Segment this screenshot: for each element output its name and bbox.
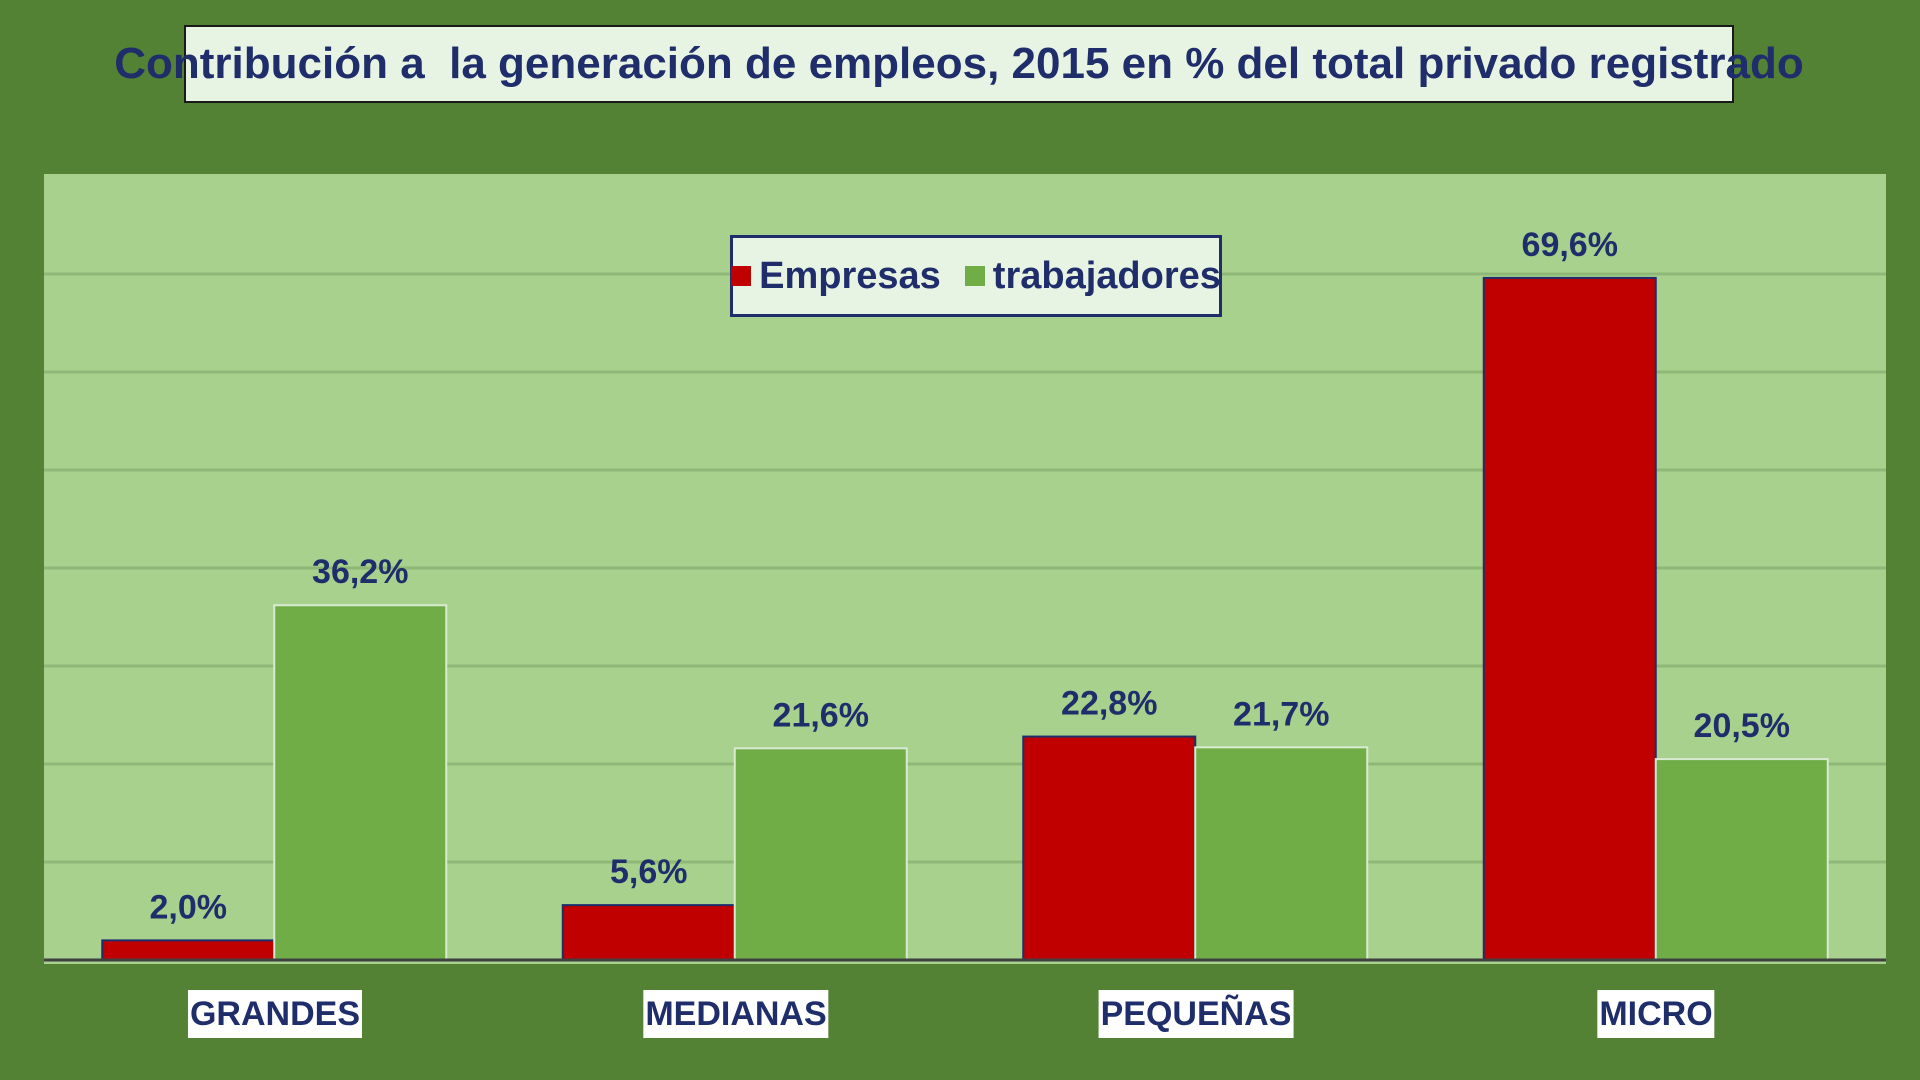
bar-empresas-pequenas (1022, 735, 1197, 961)
legend-item-trabajadores: trabajadores (964, 254, 1221, 298)
category-label-pequenas: PEQUEÑAS (1098, 990, 1294, 1038)
chart-title-box: Contribución a la generación de empleos,… (114, 25, 1804, 103)
bar-empresas-micro (1482, 276, 1657, 962)
category-label-micro: MICRO (1597, 990, 1715, 1038)
bar-trabajadores-micro (1654, 758, 1829, 961)
legend-label-trabajadores: trabajadores (992, 254, 1221, 297)
legend-label-empresas: Empresas (759, 254, 941, 297)
bar-empresas-grandes (101, 939, 276, 962)
legend-swatch-empresas (731, 266, 752, 286)
data-label-empresas-pequenas: 22,8% (1061, 685, 1157, 723)
legend: Empresas trabajadores (730, 235, 1222, 317)
data-label-trabajadores-micro: 20,5% (1694, 707, 1790, 745)
category-label-medianas: MEDIANAS (643, 990, 829, 1038)
legend-swatch-trabajadores (964, 266, 985, 286)
data-label-empresas-medianas: 5,6% (610, 853, 688, 891)
bar-trabajadores-pequenas (1194, 746, 1369, 962)
chart-title: Contribución a la generación de empleos,… (114, 39, 1804, 88)
data-label-trabajadores-grandes: 36,2% (312, 553, 408, 591)
bar-trabajadores-grandes (273, 604, 448, 961)
bar-trabajadores-medianas (733, 747, 908, 961)
category-label-grandes: GRANDES (187, 990, 363, 1038)
data-label-trabajadores-medianas: 21,6% (773, 696, 869, 734)
legend-item-empresas: Empresas (731, 255, 941, 298)
bar-empresas-medianas (561, 904, 736, 961)
data-label-empresas-grandes: 2,0% (150, 888, 228, 926)
data-label-empresas-micro: 69,6% (1522, 226, 1618, 264)
data-label-trabajadores-pequenas: 21,7% (1233, 695, 1329, 733)
